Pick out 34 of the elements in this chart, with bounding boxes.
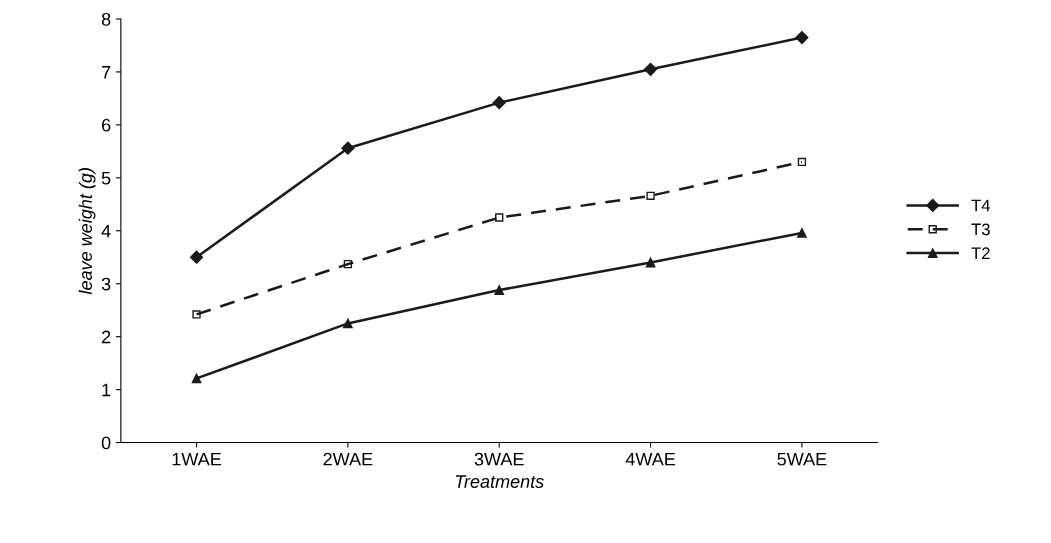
x-tick-label: 1WAE [172,452,222,466]
x-tick-label: 4WAE [625,452,676,466]
legend-label: T3 [971,223,990,236]
point [343,259,353,269]
point [797,157,807,167]
x-tick-label: 3WAE [474,452,524,466]
point [643,62,658,76]
legend-label: T4 [971,199,991,212]
legend-label: T2 [971,247,990,259]
point [645,257,656,268]
point [343,318,353,329]
y-tick-label: 7 [102,66,111,79]
point [494,285,505,295]
point [192,310,201,319]
y-tick-label: 1 [102,383,111,397]
point [341,141,355,155]
y-axis-title: leave weight (g) [78,168,96,295]
y-tick-label: 6 [102,118,111,132]
y-tick-label: 3 [101,277,111,291]
y-tick-label: 4 [101,224,111,238]
y-tick-label: 5 [101,171,111,185]
x-tick-label: 5WAE [777,452,827,466]
point [191,373,202,384]
y-tick-label: 2 [102,330,111,344]
point [492,96,506,110]
y-tick-label: 8 [101,12,111,26]
point [189,250,204,264]
point [795,30,809,45]
point [797,228,807,238]
y-tick-label: 0 [101,436,111,450]
point [646,191,655,201]
point [495,213,504,222]
x-tick-label: 2WAE [323,452,373,466]
x-axis-title: Treatments [455,475,544,488]
